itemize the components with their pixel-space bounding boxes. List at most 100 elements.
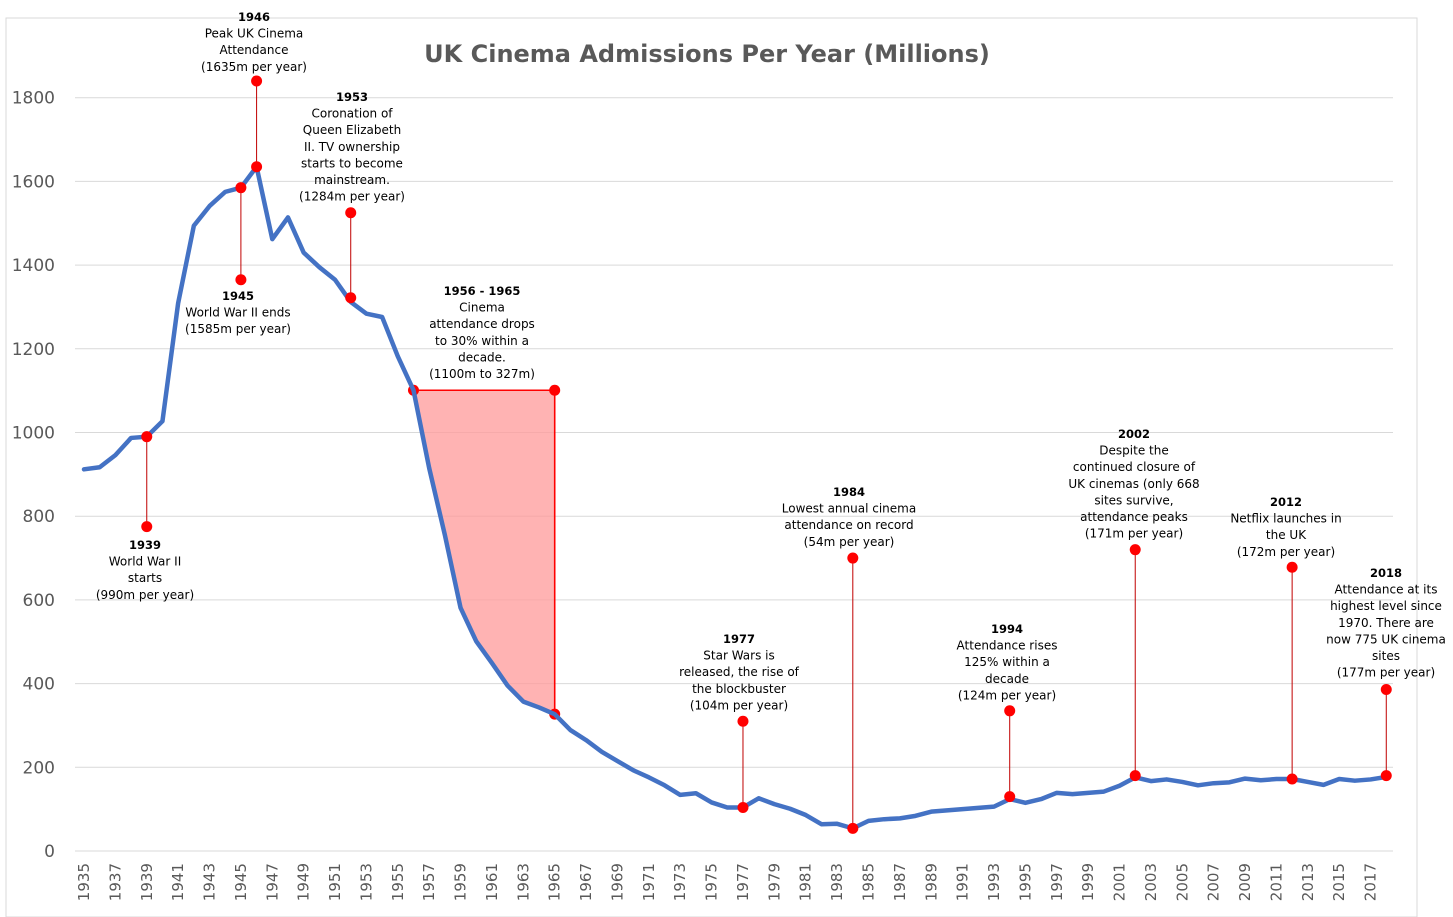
annotation-1994: 1994 Attendance rises 125% within a decade (… — [957, 622, 1058, 702]
gridlines — [75, 97, 1393, 852]
callout-data-dot — [251, 161, 263, 173]
x-tick-label: 1949 — [295, 863, 313, 901]
callout-data-dot — [1286, 773, 1298, 785]
annotation-line: (1585m per year) — [185, 322, 291, 336]
y-tick-label: 800 — [23, 507, 55, 527]
annotation-line: now 775 UK cinema — [1326, 632, 1446, 646]
annotation-line: (54m per year) — [804, 535, 895, 549]
x-tick-label: 1987 — [891, 863, 909, 901]
annotation-1984: 1984 Lowest annual cinema attendance on re… — [782, 485, 916, 549]
annotation-year: 2002 — [1118, 427, 1150, 441]
callout-marker-dot — [1380, 683, 1392, 695]
annotation-line: sites — [1372, 649, 1400, 663]
annotation-texts: 1939 World War II starts (990m per year) 194… — [96, 10, 1446, 712]
annotation-year: 2018 — [1370, 566, 1402, 580]
x-tick-label: 1939 — [138, 863, 156, 901]
x-tick-label: 2009 — [1236, 863, 1254, 901]
x-tick-label: 2005 — [1173, 863, 1191, 901]
annotation-line: attendance on record — [784, 518, 913, 532]
y-tick-label: 1200 — [12, 340, 55, 360]
x-tick-label: 2013 — [1299, 863, 1317, 901]
annotation-line: starts to become — [301, 156, 403, 170]
annotation-line: continued closure of — [1073, 460, 1196, 474]
series-admissions — [81, 164, 1389, 831]
annotation-line: Lowest annual cinema — [782, 502, 916, 516]
annotation-line: (124m per year) — [958, 688, 1056, 702]
annotation-line: Peak UK Cinema — [205, 27, 304, 41]
annotation-line: attendance drops — [429, 317, 535, 331]
annotation-line: Cinema — [459, 301, 505, 315]
annotation-line: attendance peaks — [1080, 510, 1188, 524]
annotation-line: Queen Elizabeth — [303, 123, 401, 137]
annotation-line: Despite the — [1099, 444, 1168, 458]
annotation-line: (1100m to 327m) — [429, 367, 535, 381]
y-tick-label: 600 — [23, 591, 55, 611]
x-tick-label: 1999 — [1079, 863, 1097, 901]
annotation-line: Star Wars is — [703, 649, 774, 663]
annotation-year: 1984 — [833, 485, 865, 499]
annotation-line: Coronation of — [311, 107, 393, 121]
callout-data-dot — [1004, 791, 1016, 803]
callout-data-dot — [1380, 770, 1392, 782]
x-tick-label: 1993 — [985, 863, 1003, 901]
callout-data-dot — [737, 801, 749, 813]
series-line — [81, 164, 1389, 831]
x-axis-ticks: 1935 1937 1939 1941 1943 1945 1947 1949 1951 1953… — [75, 863, 1380, 901]
annotation-line: highest level since — [1330, 599, 1442, 613]
annotation-line: II. TV ownership — [304, 140, 400, 154]
annotation-line: starts — [128, 571, 162, 585]
annotation-1977: 1977 Star Wars is released, the rise of the… — [679, 632, 800, 712]
annotation-2012: 2012 Netflix launches in the UK (172m per y… — [1230, 495, 1341, 559]
annotation-year: 2012 — [1270, 495, 1302, 509]
annotation-year: 1945 — [222, 289, 254, 303]
annotation-2002: 2002 Despite the continued closure of UK ci… — [1068, 427, 1199, 541]
y-tick-label: 200 — [23, 758, 55, 778]
annotation-line: the blockbuster — [692, 682, 786, 696]
x-tick-label: 2015 — [1330, 863, 1348, 901]
annotation-line: Netflix launches in — [1230, 512, 1341, 526]
shaded-corner-dot — [549, 384, 561, 396]
x-tick-label: 1961 — [483, 863, 501, 901]
x-tick-label: 1975 — [703, 863, 721, 901]
annotation-year: 1946 — [238, 10, 270, 24]
annotation-line: Attendance rises — [957, 639, 1058, 653]
annotation-line: UK cinemas (only 668 — [1068, 477, 1199, 491]
y-tick-label: 1400 — [12, 256, 55, 276]
annotation-line: (172m per year) — [1237, 545, 1335, 559]
callout-marker-dot — [737, 715, 749, 727]
x-tick-label: 1969 — [608, 863, 626, 901]
x-tick-label: 1989 — [922, 863, 940, 901]
annotation-line: released, the rise of — [679, 665, 800, 679]
annotation-2018: 2018 Attendance at its highest level since… — [1326, 566, 1446, 680]
x-tick-label: 1983 — [828, 863, 846, 901]
y-tick-label: 0 — [44, 842, 55, 862]
annotation-year: 1953 — [336, 90, 368, 104]
y-tick-label: 1800 — [12, 89, 55, 109]
x-tick-label: 1937 — [106, 863, 124, 901]
x-tick-label: 1997 — [1048, 863, 1066, 901]
annotation-callouts — [141, 75, 1392, 834]
x-tick-label: 2003 — [1142, 863, 1160, 901]
callout-marker-dot — [345, 207, 357, 219]
annotation-line: 1970. There are — [1338, 616, 1434, 630]
annotation-line: the UK — [1266, 528, 1307, 542]
annotation-1956-1965: 1956 - 1965 Cinema attendance drops to 30% … — [429, 284, 535, 381]
callout-marker-dot — [847, 552, 859, 564]
annotation-line: World War II ends — [185, 306, 290, 320]
x-tick-label: 1935 — [75, 863, 93, 901]
x-tick-label: 2007 — [1205, 863, 1223, 901]
x-tick-label: 1947 — [263, 863, 281, 901]
annotation-line: Attendance — [220, 43, 289, 57]
callout-data-dot — [1129, 770, 1141, 782]
annotation-year: 1939 — [129, 538, 161, 552]
annotation-line: (1635m per year) — [201, 60, 307, 74]
callout-data-dot — [847, 822, 859, 834]
x-tick-label: 1977 — [734, 863, 752, 901]
annotation-year: 1956 - 1965 — [444, 284, 521, 298]
annotation-line: 125% within a — [964, 655, 1050, 669]
annotation-line: to 30% within a — [435, 334, 529, 348]
annotation-year: 1994 — [991, 622, 1023, 636]
callout-marker-dot — [1286, 561, 1298, 573]
annotation-year: 1977 — [723, 632, 755, 646]
chart-title: UK Cinema Admissions Per Year (Millions) — [424, 40, 990, 68]
